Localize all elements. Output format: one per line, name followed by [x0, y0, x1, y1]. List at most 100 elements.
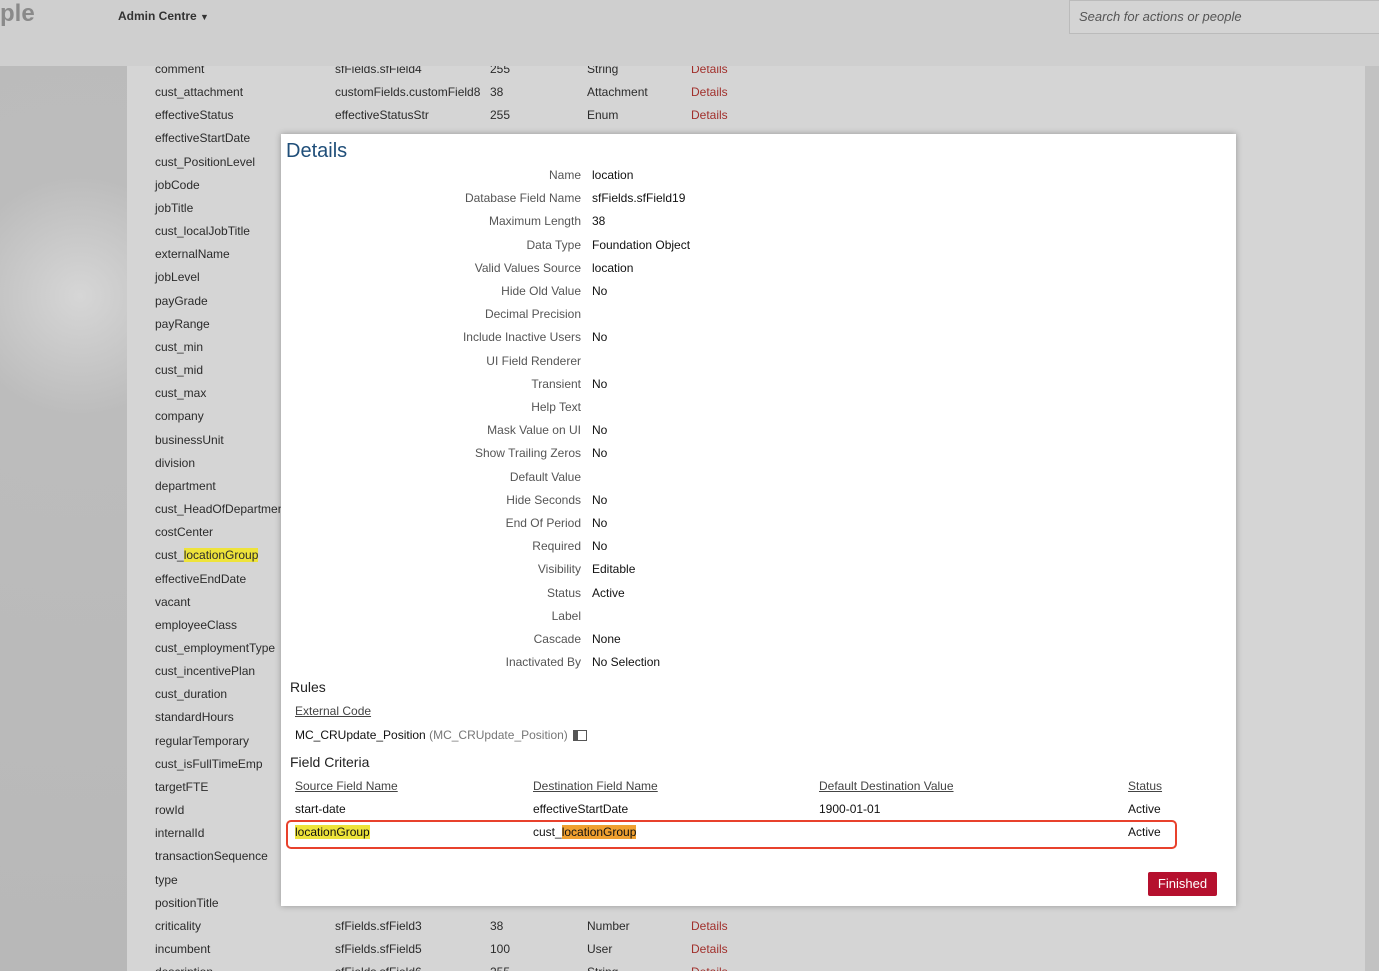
field-value: No [592, 330, 608, 345]
field-name: cust_localJobTitle [155, 224, 250, 239]
field-value: Editable [592, 562, 636, 577]
field-label: Transient [531, 376, 581, 391]
field-name: type [155, 872, 178, 887]
list-row: jobTitle [127, 201, 1365, 217]
field-name: incumbent [155, 942, 211, 957]
name-part: cust_ [155, 548, 184, 563]
db-field: sfFields.sfField6 [335, 965, 422, 971]
admin-menu[interactable]: Admin Centre ▼ [118, 9, 209, 23]
list-row: effectiveEndDate [127, 572, 1365, 588]
field-name: cust_incentivePlan [155, 664, 256, 679]
field-name: effectiveStatus [155, 108, 234, 123]
field-name: department [155, 478, 216, 493]
field-name: positionTitle [155, 895, 219, 910]
max-length: 255 [490, 965, 510, 971]
details-link[interactable]: Details [691, 965, 728, 971]
list-row: internalId [127, 826, 1365, 842]
list-row: costCenter [127, 525, 1365, 541]
list-row: department [127, 479, 1365, 495]
list-row: type [127, 873, 1365, 889]
field-name: externalName [155, 247, 230, 262]
rule-entry[interactable]: MC_CRUpdate_Position (MC_CRUpdate_Positi… [295, 728, 588, 742]
field-value: Active [592, 585, 625, 600]
max-length: 255 [490, 66, 511, 76]
field-name: cust_duration [155, 687, 228, 702]
details-link[interactable]: Details [691, 66, 728, 76]
list-row: cust_max [127, 386, 1365, 402]
search-box[interactable]: Search for actions or people [1069, 0, 1379, 34]
field-name: cust_min [155, 339, 204, 354]
logo[interactable]: ple [0, 0, 35, 27]
max-length: 100 [490, 942, 511, 957]
field-label: Help Text [531, 400, 581, 414]
details-link[interactable]: Details [691, 85, 728, 100]
db-field: effectiveStatusStr [335, 108, 429, 123]
field-name: effectiveStartDate [155, 131, 251, 146]
source-text: locationGroup [295, 825, 370, 839]
field-name: standardHours [155, 710, 234, 725]
criteria-column: Source Field Name [295, 779, 398, 793]
rule-icon[interactable] [573, 730, 588, 742]
field-name: comment [155, 66, 205, 76]
field-label: UI Field Renderer [486, 353, 581, 368]
field-name: cust_attachment [155, 85, 244, 100]
field-label: Maximum Length [488, 214, 581, 229]
list-row: cust_isFullTimeEmp [127, 757, 1365, 773]
list-row: payRange [127, 317, 1365, 333]
list-row: targetFTE [127, 780, 1365, 796]
list-row: cust_incentivePlan [127, 664, 1365, 680]
status: Active [1128, 802, 1161, 816]
field-name: payRange [155, 316, 210, 331]
field-name: jobTitle [155, 200, 194, 215]
field-name: vacant [155, 594, 191, 609]
list-row: standardHours [127, 710, 1365, 726]
data-type: Enum [587, 108, 619, 123]
list-row: regularTemporary [127, 734, 1365, 750]
criteria-column: Default Destination Value [819, 779, 954, 793]
list-row: cust_min [127, 340, 1365, 356]
field-label: Visibility [537, 562, 581, 577]
field-name: internalId [155, 826, 205, 841]
field-name: costCenter [155, 525, 214, 540]
rule-id: (MC_CRUpdate_Position) [429, 728, 568, 742]
list-row: businessUnit [127, 433, 1365, 449]
field-value: 38 [592, 214, 606, 229]
field-name: cust_isFullTimeEmp [155, 756, 263, 771]
details-link[interactable]: Details [691, 108, 728, 123]
field-label: End Of Period [505, 516, 581, 530]
list-row: cust_localJobTitle [127, 224, 1365, 240]
finished-button[interactable]: Finished [1148, 872, 1217, 896]
field-label: Name [548, 168, 581, 182]
field-name: regularTemporary [155, 733, 250, 748]
list-row: cust_locationGroup [127, 548, 1365, 564]
rules-heading: Rules [290, 679, 326, 695]
details-link[interactable]: Details [691, 918, 728, 933]
details-link[interactable]: Details [691, 942, 728, 957]
dialog-title: Details [286, 140, 348, 162]
status: Active [1128, 825, 1161, 839]
list-row: jobCode [127, 178, 1365, 194]
field-name: cust_max [155, 386, 207, 401]
field-name: jobCode [155, 177, 200, 192]
data-type: String [587, 66, 619, 76]
db-field: sfFields.sfField5 [335, 942, 422, 957]
field-name: targetFTE [155, 779, 209, 794]
header-bar: ple Admin Centre ▼ Search for actions or… [0, 0, 1379, 66]
field-value: No [592, 423, 608, 438]
field-label: Database Field Name [464, 191, 581, 206]
field-value: No [592, 516, 608, 530]
field-name: employeeClass [155, 617, 238, 632]
field-label: Default Value [509, 469, 581, 484]
default-value: 1900-01-01 [819, 802, 881, 816]
list-row: effectiveStatus effectiveStatusStr 255 Enum… [127, 108, 1365, 124]
field-name: cust_locationGroup [155, 548, 259, 563]
field-name: cust_mid [155, 363, 204, 378]
source-field: locationGroup [295, 825, 370, 839]
field-name: division [155, 455, 196, 470]
criteria-column: Destination Field Name [533, 779, 658, 793]
list-row: transactionSequence [127, 849, 1365, 865]
list-row: cust_PositionLevel [127, 155, 1365, 171]
field-label: Decimal Precision [484, 307, 581, 322]
field-name: businessUnit [155, 432, 224, 447]
